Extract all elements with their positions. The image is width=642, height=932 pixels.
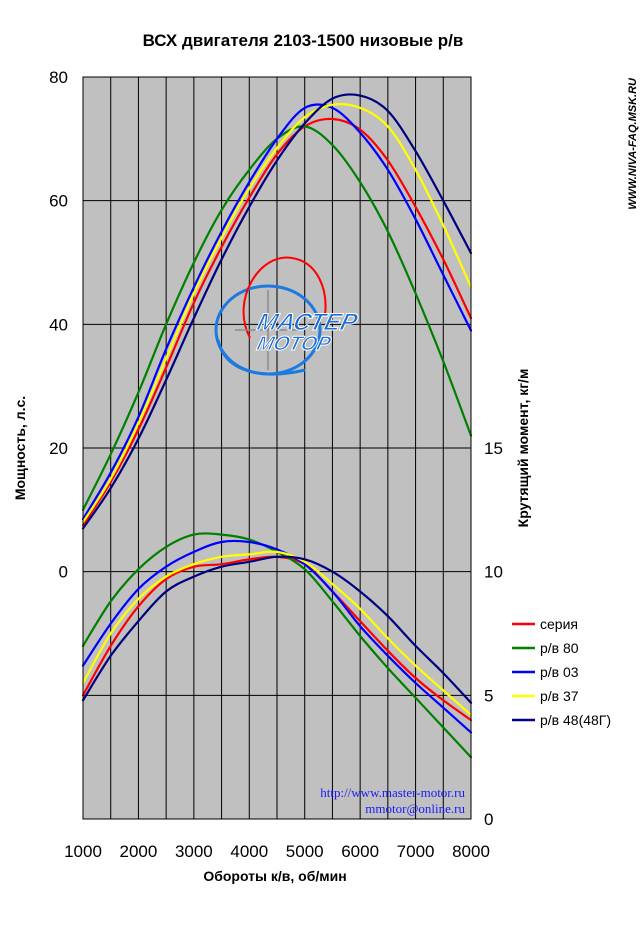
torque-line-4 bbox=[81, 550, 473, 717]
chart-title: ВСХ двигателя 2103-1500 низовые р/в bbox=[143, 31, 464, 50]
power-line-3 bbox=[81, 103, 473, 521]
side-label: WWW.NIVA-FAQ.MSK.RU bbox=[627, 77, 639, 210]
legend-label: р/в 37 bbox=[540, 688, 579, 704]
legend: серия р/в 80 р/в 03 р/в 37 р/в 48(48Г) bbox=[512, 616, 611, 728]
logo-text-top: МАСТЕР bbox=[254, 309, 361, 336]
y-left-axis-label: Мощность, л.с. bbox=[12, 396, 28, 500]
legend-label: р/в 03 bbox=[540, 664, 579, 680]
contact-email: mmotor@online.ru bbox=[365, 801, 465, 816]
y-left-tick-label: 20 bbox=[49, 439, 68, 458]
logo-red-arc bbox=[242, 256, 327, 339]
tick-labels: 1000 2000 3000 4000 5000 6000 7000 8000 0 20 40 60 8… bbox=[49, 68, 503, 861]
y-right-tick-label: 10 bbox=[484, 563, 503, 582]
torque-line-3 bbox=[81, 539, 473, 734]
x-tick-label: 2000 bbox=[120, 842, 158, 861]
logo-text-bottom: МОТОР bbox=[255, 333, 334, 355]
y-left-tick-label: 0 bbox=[59, 563, 68, 582]
x-tick-label: 6000 bbox=[341, 842, 379, 861]
power-line-4 bbox=[81, 103, 473, 524]
y-right-axis-label: Крутящий момент, кг/м bbox=[515, 369, 531, 528]
x-tick-label: 7000 bbox=[397, 842, 435, 861]
y-right-tick-label: 15 bbox=[484, 439, 503, 458]
y-right-tick-label: 5 bbox=[484, 686, 493, 705]
series-group bbox=[81, 93, 473, 759]
horizontal-gridlines bbox=[83, 200, 471, 696]
power-line-5 bbox=[81, 93, 473, 530]
plot-frame bbox=[82, 76, 472, 820]
y-left-tick-label: 60 bbox=[49, 192, 68, 211]
logo-ring-tail bbox=[216, 339, 306, 376]
x-tick-label: 8000 bbox=[452, 842, 490, 861]
legend-label: р/в 80 bbox=[540, 640, 579, 656]
torque-line-5 bbox=[81, 555, 473, 704]
x-tick-label: 4000 bbox=[230, 842, 268, 861]
power-line-1 bbox=[81, 117, 473, 527]
y-right-tick-label: 0 bbox=[484, 810, 493, 829]
x-tick-label: 3000 bbox=[175, 842, 213, 861]
legend-label: серия bbox=[540, 616, 578, 632]
x-tick-label: 5000 bbox=[286, 842, 324, 861]
legend-label: р/в 48(48Г) bbox=[540, 712, 611, 728]
x-axis-label: Обороты к/в, об/мин bbox=[203, 868, 346, 884]
x-tick-label: 1000 bbox=[64, 842, 102, 861]
y-left-tick-label: 40 bbox=[49, 315, 68, 334]
logo: МАСТЕР МОТОР bbox=[214, 256, 361, 376]
site-url: http://www.master-motor.ru bbox=[320, 785, 465, 800]
y-left-tick-label: 80 bbox=[49, 68, 68, 87]
